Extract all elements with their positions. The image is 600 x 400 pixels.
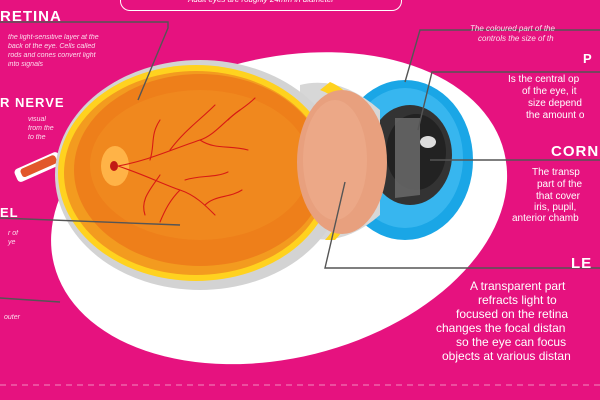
lens (297, 90, 387, 234)
pupil-desc-2: of the eye, it (522, 86, 577, 97)
lens-leader (324, 181, 600, 269)
cornea-desc-4: iris, pupil, (534, 202, 577, 213)
cornea-desc-3: that cover (536, 191, 580, 202)
lens-desc-3: focused on the retina (456, 307, 569, 321)
retina-desc-3: rods and cones convert light (8, 52, 96, 59)
cornea-desc-1: The transp (532, 167, 580, 178)
cornea-desc-2: part of the (537, 179, 583, 190)
optic-nerve (14, 152, 62, 182)
pupil-desc-1: Is the central op (508, 74, 580, 85)
retina-desc-1: the light-sensitive layer at the (8, 34, 99, 41)
pupil-desc-4: the amount o (526, 110, 585, 121)
retina-desc-2: back of the eye. Cells called (8, 43, 96, 50)
lens-desc-1: A transparent part (470, 279, 566, 293)
lens-desc-5: so the eye can focus (456, 335, 567, 349)
retina-title: RETINA (0, 8, 62, 25)
iris-desc-2: controls the size of th (478, 34, 554, 43)
optic-nerve-desc-1: visual (28, 116, 46, 123)
lens-title: LE (571, 255, 593, 272)
lens-desc-2: refracts light to (478, 293, 557, 307)
pupil (368, 105, 452, 205)
eyeball-interior (55, 60, 345, 290)
vitreous-desc-1: r of (8, 230, 19, 237)
optic-nerve-desc-3: to the (28, 134, 46, 141)
pupil-title: P (583, 51, 593, 66)
vitreous-leader (0, 217, 181, 226)
sclera-leader (0, 297, 61, 303)
optic-nerve-desc-2: from the (28, 125, 54, 132)
cornea-desc-5: anterior chamb (512, 213, 579, 224)
pupil-leader (417, 71, 600, 131)
pupil-desc-3: size depend (528, 98, 582, 109)
sclera-desc: outer (4, 314, 20, 321)
vitreous-desc-2: ye (8, 239, 16, 246)
retina-desc-4: into signals (8, 61, 44, 68)
iris-desc-1: The coloured part of the (470, 24, 555, 33)
iris-leader (404, 29, 600, 83)
blood-vessels (117, 97, 256, 223)
retina-leader (0, 21, 169, 101)
optic-nerve-title: R NERVE (0, 95, 65, 110)
leader-lines (0, 21, 600, 303)
vitreous-title: EL (0, 205, 19, 220)
cornea-title: CORN (551, 143, 600, 160)
lens-desc-4: changes the focal distan (436, 321, 566, 335)
optic-disc (101, 146, 129, 186)
lens-desc-6: objects at various distan (442, 349, 571, 363)
